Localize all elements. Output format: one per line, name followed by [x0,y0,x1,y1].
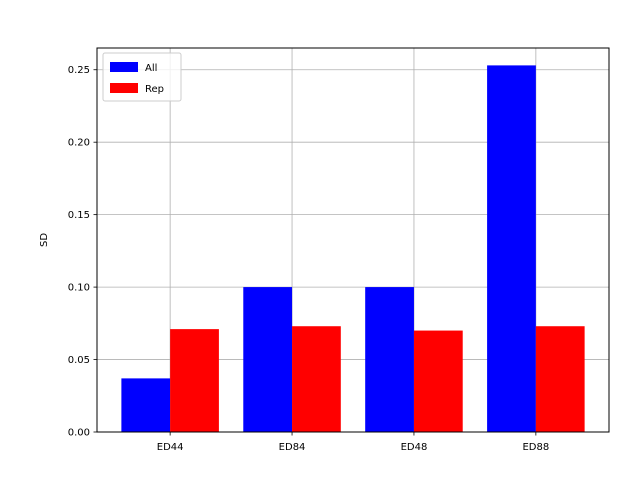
x-tick-label: ED84 [279,442,306,453]
y-axis-label: SD [39,233,50,247]
legend-label-rep: Rep [145,84,164,95]
y-tick-label: 0.00 [68,428,90,439]
y-axis-ticks: 0.00 0.05 0.10 0.15 0.20 0.25 [68,65,97,439]
bar-all-ed84 [243,287,293,432]
bar-rep-ed44 [170,329,219,432]
x-tick-label: ED88 [522,442,549,453]
bar-all-ed48 [365,287,414,432]
legend-label-all: All [145,63,157,74]
bar-rep-ed88 [535,326,585,432]
legend-swatch-rep [110,83,138,93]
x-tick-label: ED44 [157,442,184,453]
bar-rep-ed84 [292,326,341,432]
plot-frame [96,47,610,433]
legend: All Rep [102,52,182,102]
y-tick-label: 0.20 [68,138,90,149]
bar-all-ed88 [487,65,536,433]
bar-rep-ed48 [413,330,463,432]
legend-swatch-all [110,62,138,72]
bars [121,65,585,433]
y-tick-label: 0.15 [68,210,90,221]
bar-all-ed44 [121,378,171,432]
y-tick-label: 0.10 [68,283,90,294]
y-tick-label: 0.05 [68,355,90,366]
legend-frame [102,52,182,102]
x-tick-label: ED48 [401,442,428,453]
y-tick-label: 0.25 [68,65,90,76]
x-axis-ticks: ED44 ED84 ED48 ED88 [157,432,549,453]
